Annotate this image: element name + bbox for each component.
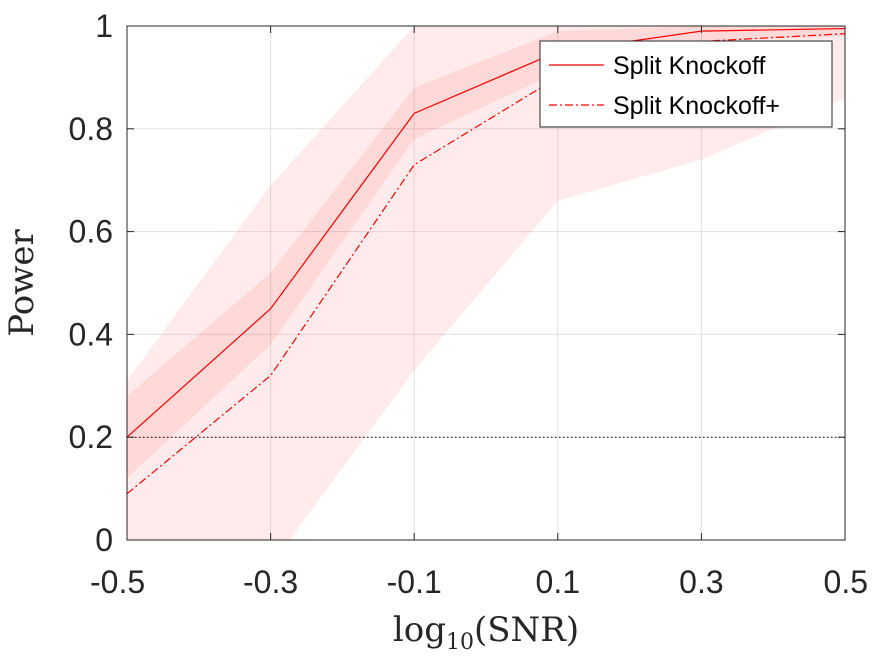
y-tick-label-2: 0.4 xyxy=(69,316,113,352)
y-axis-label: Power xyxy=(2,229,42,337)
x-tick-label-3: 0.1 xyxy=(536,564,580,600)
y-tick-label-0: 0 xyxy=(95,522,113,558)
ticks: -0.5 -0.3 -0.1 0.1 0.3 0.5 0 0.2 0.4 0.6 0.8 1 xyxy=(69,8,868,600)
x-tick-label-5: 0.5 xyxy=(824,564,868,600)
confidence-band-1 xyxy=(127,26,845,540)
grid xyxy=(126,25,846,541)
confidence-bands xyxy=(127,26,845,540)
x-axis-label: log10(SNR) xyxy=(393,610,579,655)
x-tick-label-4: 0.3 xyxy=(679,564,723,600)
series-line-1 xyxy=(127,33,845,495)
series-lines xyxy=(127,27,845,495)
y-tick-label-1: 0.2 xyxy=(69,419,113,455)
x-tick-label-0: -0.5 xyxy=(90,564,145,600)
x-tick-label-2: -0.1 xyxy=(387,564,442,600)
legend-box xyxy=(539,40,833,128)
legend: Split Knockoff Split Knockoff+ xyxy=(539,40,833,128)
legend-label-split-knockoff: Split Knockoff xyxy=(613,52,765,80)
series-line-0 xyxy=(127,27,845,438)
y-tick-label-4: 0.8 xyxy=(69,111,113,147)
y-tick-label-5: 1 xyxy=(95,8,113,44)
y-tick-label-3: 0.6 xyxy=(69,214,113,250)
x-tick-label-1: -0.3 xyxy=(243,564,298,600)
legend-label-split-knockoff-plus: Split Knockoff+ xyxy=(613,92,780,120)
plot-frame xyxy=(126,25,846,541)
